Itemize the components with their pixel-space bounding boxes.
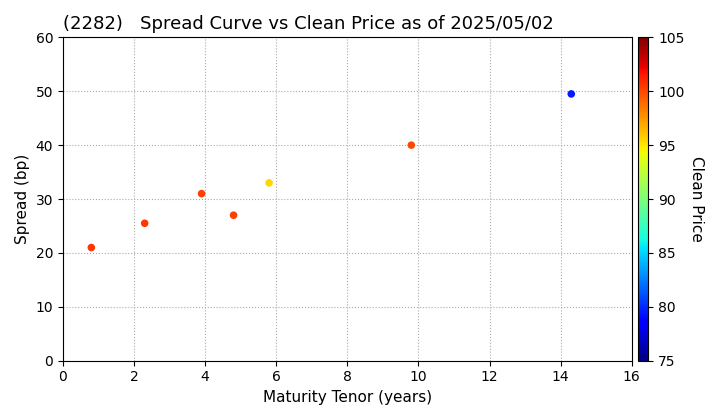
Point: [86, 244, 97, 251]
Point: [196, 190, 207, 197]
Y-axis label: Clean Price: Clean Price: [689, 156, 704, 242]
X-axis label: Maturity Tenor (years): Maturity Tenor (years): [263, 390, 432, 405]
Point: [405, 142, 417, 149]
Point: [139, 220, 150, 227]
Point: [264, 179, 275, 186]
Text: (2282)   Spread Curve vs Clean Price as of 2025/05/02: (2282) Spread Curve vs Clean Price as of…: [63, 15, 554, 33]
Point: [565, 91, 577, 97]
Y-axis label: Spread (bp): Spread (bp): [15, 154, 30, 244]
Point: [228, 212, 239, 218]
